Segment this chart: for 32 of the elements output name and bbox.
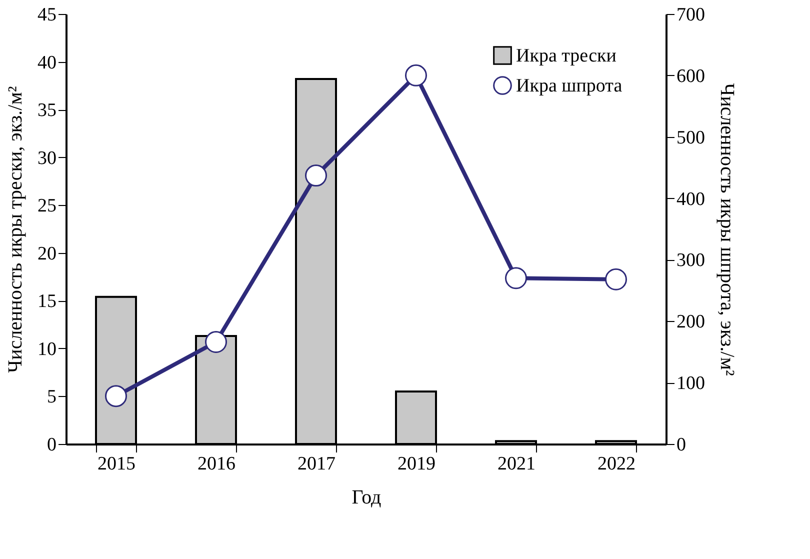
- y2-tick-label: 400: [676, 188, 705, 210]
- point: [305, 164, 327, 187]
- y2-tick-label: 700: [676, 4, 705, 26]
- y-tick-label: 40: [38, 52, 56, 74]
- y2-tick-label: 0: [676, 434, 686, 456]
- point: [205, 331, 227, 354]
- point: [105, 385, 127, 408]
- y-tick-label: 20: [38, 243, 56, 264]
- y-tick-label: 0: [47, 434, 56, 456]
- x-tick-label: 2019: [398, 454, 436, 474]
- x-axis-title: Год: [352, 486, 382, 508]
- legend-label: Икра шпрота: [516, 76, 623, 96]
- y-tick-label: 15: [38, 291, 56, 312]
- y2-tick-label: 300: [676, 250, 705, 272]
- y2-axis-title: Численность икры шпрота, экз./м²: [716, 83, 738, 376]
- y-tick-label: 5: [47, 386, 56, 408]
- x-tick-label: 2017: [298, 454, 336, 474]
- y-tick-label: 45: [38, 4, 56, 26]
- y-tick-label: 10: [38, 338, 56, 360]
- x-tick-label: 2022: [598, 454, 636, 474]
- y-tick-label: 30: [38, 148, 56, 169]
- legend-label: Икра трески: [516, 46, 616, 66]
- y2-tick-label: 500: [676, 127, 705, 148]
- y-tick-label: 35: [38, 100, 56, 122]
- x-tick-label: 2016: [198, 454, 236, 474]
- y-axis-title: Численность икры трески, экз./м²: [4, 86, 26, 373]
- x-tick-label: 2021: [498, 454, 536, 474]
- y-tick-label: 25: [38, 196, 56, 217]
- x-tick-label: 2015: [98, 454, 136, 474]
- y2-tick-label: 100: [676, 373, 705, 394]
- y2-tick-label: 600: [676, 66, 705, 87]
- y2-tick-label: 200: [676, 312, 705, 333]
